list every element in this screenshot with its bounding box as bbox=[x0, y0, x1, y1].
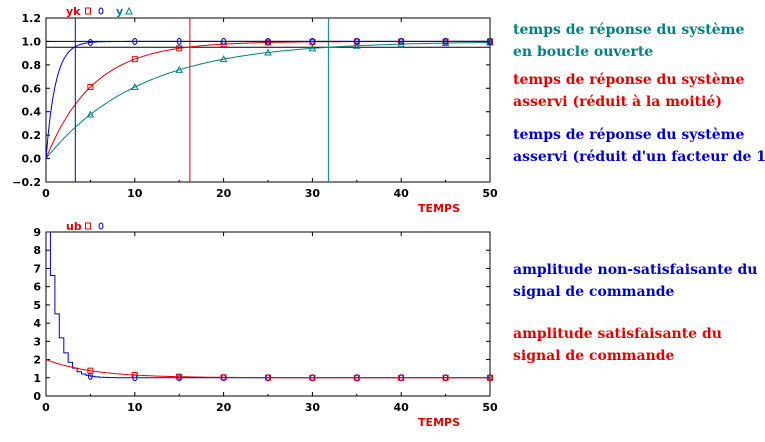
y-tick-label: 4 bbox=[33, 317, 41, 330]
marker-triangle bbox=[130, 82, 139, 91]
annotation-line: asservi (réduit d'un facteur de 10) bbox=[513, 149, 765, 165]
x-tick-label: 30 bbox=[305, 187, 321, 200]
annotation-line: signal de commande bbox=[513, 284, 675, 300]
y-tick-label: 0.8 bbox=[22, 59, 42, 72]
y-tick-label: 2 bbox=[33, 354, 41, 367]
marker-triangle bbox=[264, 48, 272, 56]
y-tick-label: 3 bbox=[33, 335, 41, 348]
marker-circle bbox=[309, 37, 315, 45]
marker-square bbox=[176, 373, 183, 380]
legend-label: ub bbox=[66, 220, 82, 233]
marker-circle bbox=[176, 37, 182, 45]
x-tick-label: 0 bbox=[42, 187, 50, 200]
annotation-line: temps de réponse du système bbox=[513, 72, 745, 88]
marker-square bbox=[131, 56, 138, 63]
marker-triangle bbox=[352, 41, 361, 49]
annotation-tenth: temps de réponse du système asservi (réd… bbox=[513, 124, 765, 168]
legend-label: yk bbox=[66, 5, 81, 18]
annotation-open-loop: temps de réponse du système en boucle ou… bbox=[513, 19, 744, 63]
annotation-amp-bad: amplitude non-satisfaisante du signal de… bbox=[513, 259, 757, 303]
marker-square bbox=[87, 367, 94, 374]
marker-square bbox=[265, 374, 271, 381]
marker-triangle bbox=[175, 65, 184, 73]
marker-square bbox=[487, 374, 493, 381]
marker-square bbox=[309, 374, 316, 381]
y-tick-label: 1 bbox=[33, 372, 41, 385]
y-tick-label: 0.6 bbox=[22, 82, 42, 95]
legend-marker bbox=[98, 222, 104, 230]
legend-marker bbox=[98, 7, 104, 15]
legend-marker bbox=[125, 6, 133, 15]
marker-square bbox=[131, 372, 138, 379]
annotation-line: en boucle ouverte bbox=[513, 44, 654, 60]
x-tick-label: 40 bbox=[394, 187, 410, 200]
x-tick-label: 0 bbox=[42, 401, 50, 414]
marker-square bbox=[87, 84, 94, 91]
y-tick-label: 0 bbox=[33, 390, 41, 403]
marker-circle bbox=[265, 37, 271, 45]
annotation-half: temps de réponse du système asservi (réd… bbox=[513, 69, 744, 113]
legend-marker bbox=[85, 7, 91, 15]
y-tick-label: 1.0 bbox=[22, 35, 42, 48]
x-tick-label: 30 bbox=[305, 401, 321, 414]
y-tick-label: 7 bbox=[33, 262, 41, 275]
marker-circle bbox=[443, 37, 449, 45]
y-tick-label: 6 bbox=[33, 281, 41, 294]
x-tick-label: 20 bbox=[216, 187, 232, 200]
annotation-line: temps de réponse du système bbox=[513, 127, 745, 143]
series-line bbox=[45, 42, 490, 159]
x-axis-label: TEMPS bbox=[418, 202, 460, 215]
series-line bbox=[45, 40, 490, 159]
marker-square bbox=[398, 374, 405, 381]
legend-label: y bbox=[116, 5, 123, 18]
marker-circle bbox=[487, 37, 493, 45]
annotation-line: asservi (réduit à la moitié) bbox=[513, 94, 722, 110]
y-tick-label: 0.4 bbox=[22, 106, 42, 119]
y-tick-label: 1.2 bbox=[22, 12, 42, 25]
plot-frame bbox=[45, 231, 491, 397]
series-line bbox=[45, 40, 490, 159]
annotation-amp-good: amplitude satisfaisante du signal de com… bbox=[513, 323, 722, 367]
marker-square bbox=[176, 45, 183, 52]
marker-square bbox=[442, 374, 449, 381]
marker-triangle bbox=[219, 55, 228, 63]
annotation-line: amplitude satisfaisante du bbox=[513, 326, 722, 342]
y-tick-label: 8 bbox=[33, 244, 41, 257]
marker-triangle bbox=[86, 110, 95, 118]
y-tick-label: 0.2 bbox=[22, 129, 42, 142]
marker-circle bbox=[132, 37, 138, 45]
y-tick-label: −0.2 bbox=[12, 176, 41, 189]
marker-circle bbox=[398, 37, 404, 45]
y-tick-label: 9 bbox=[33, 226, 41, 239]
annotation-line: amplitude non-satisfaisante du bbox=[513, 262, 758, 278]
x-tick-label: 50 bbox=[482, 187, 498, 200]
annotation-line: signal de commande bbox=[513, 348, 675, 364]
x-tick-label: 10 bbox=[127, 187, 143, 200]
x-tick-label: 20 bbox=[216, 401, 232, 414]
series-line bbox=[46, 231, 490, 379]
marker-triangle bbox=[308, 44, 317, 52]
annotation-line: temps de réponse du système bbox=[513, 22, 745, 38]
y-tick-label: 5 bbox=[33, 299, 41, 312]
marker-circle bbox=[221, 37, 227, 45]
legend-marker bbox=[85, 222, 91, 230]
x-tick-label: 40 bbox=[394, 401, 410, 414]
marker-circle bbox=[87, 38, 93, 46]
marker-square bbox=[220, 374, 227, 381]
marker-square bbox=[353, 374, 360, 381]
step-response-chart: −0.2 0.0 0.2 0.4 0.6 0.8 1.0 1.2 0 10 20 30 40 50 TEMP… bbox=[12, 5, 498, 215]
x-tick-label: 50 bbox=[482, 401, 498, 414]
x-axis-label: TEMPS bbox=[418, 416, 460, 429]
control-signal-chart: 0 1 2 3 4 5 6 7 8 9 0 10 20 30 40 50 TEMPS ub bbox=[33, 220, 498, 429]
series-line bbox=[45, 359, 490, 379]
marker-square bbox=[265, 39, 271, 46]
y-tick-label: 0.0 bbox=[22, 153, 42, 166]
x-tick-label: 10 bbox=[127, 401, 143, 414]
marker-circle bbox=[354, 37, 360, 45]
